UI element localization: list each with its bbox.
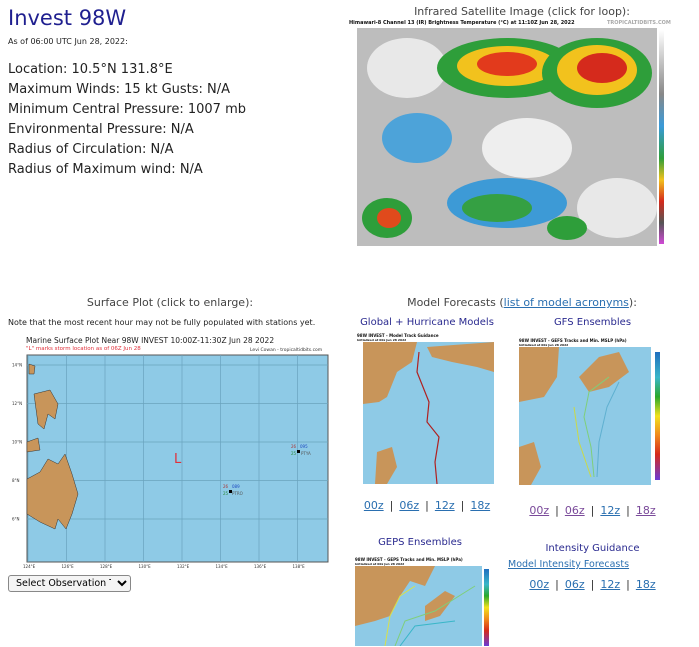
lon-label: 128°E (100, 564, 113, 569)
intensity-run-links: 00z | 06z | 12z | 18z (529, 578, 656, 591)
lon-label: 130°E (139, 564, 152, 569)
global-run-12z[interactable]: 12z (434, 499, 455, 512)
radius-max-wind: Radius of Maximum wind: N/A (8, 162, 203, 177)
svg-text:089: 089 (232, 484, 240, 489)
lat-label: 8°N (12, 478, 20, 483)
lon-label: 134°E (216, 564, 229, 569)
surface-heading: Surface Plot (click to enlarge): (86, 296, 254, 309)
global-run-00z[interactable]: 00z (363, 499, 384, 512)
geps-track-map (355, 566, 489, 646)
intensity-run-18z[interactable]: 18z (635, 578, 656, 591)
as-of-time: As of 06:00 UTC Jun 28, 2022: (8, 37, 128, 46)
station-ptro: 26 089 25 PTRO (223, 484, 243, 496)
geps-ensembles-label: GEPS Ensembles (378, 537, 462, 548)
global-models-image[interactable]: 98W INVEST - Model Track Guidance Initia… (357, 333, 498, 486)
svg-text:26: 26 (291, 444, 297, 449)
geps-ensembles-image[interactable]: 98W INVEST - GEPS Tracks and Min. MSLP (… (355, 557, 490, 647)
global-run-18z[interactable]: 18z (470, 499, 491, 512)
intensity-guidance-label: Intensity Guidance (545, 543, 640, 554)
storm-location-marker: L (174, 452, 182, 467)
lat-label: 14°N (12, 363, 22, 368)
intensity-run-00z[interactable]: 00z (529, 578, 550, 591)
model-intensity-link[interactable]: Model Intensity Forecasts (508, 559, 630, 570)
gfs-run-12z[interactable]: 12z (600, 504, 621, 517)
location: Location: 10.5°N 131.8°E (8, 62, 173, 77)
svg-text:25: 25 (223, 491, 229, 496)
intensity-run-06z[interactable]: 06z (564, 578, 585, 591)
env-pressure: Environmental Pressure: N/A (8, 122, 194, 137)
svg-text:PTRO: PTRO (232, 491, 243, 496)
min-pressure: Minimum Central Pressure: 1007 mb (8, 102, 246, 117)
gfs-run-00z[interactable]: 00z (529, 504, 550, 517)
lon-label: 124°E (23, 564, 36, 569)
model-acronyms-link[interactable]: list of model acronyms (503, 296, 629, 309)
lon-label: 136°E (254, 564, 267, 569)
storm-info: Location: 10.5°N 131.8°E Maximum Winds: … (8, 60, 246, 180)
gfs-track-map (519, 347, 660, 485)
radius-circulation: Radius of Circulation: N/A (8, 142, 174, 157)
surface-image-title: Marine Surface Plot Near 98W INVEST 10:0… (26, 336, 275, 345)
gfs-run-links: 00z | 06z | 12z | 18z (529, 504, 656, 517)
satellite-heading: Infrared Satellite Image (click for loop… (414, 5, 630, 18)
lat-label: 6°N (12, 517, 20, 522)
intensity-run-12z[interactable]: 12z (600, 578, 621, 591)
svg-text:26: 26 (223, 484, 229, 489)
surface-credit: Levi Cowan - tropicaltidbits.com (250, 348, 323, 353)
satellite-image-title: Himawari-8 Channel 13 (IR) Brightness Te… (349, 20, 575, 26)
gfs-run-06z[interactable]: 06z (564, 504, 585, 517)
gfs-ensembles-label: GFS Ensembles (553, 317, 632, 328)
lon-label: 132°E (177, 564, 190, 569)
observation-time-select[interactable]: Select Observation Time... (8, 575, 131, 592)
satellite-credit: TROPICALTIDBITS.COM (607, 20, 671, 26)
gfs-ensembles-image[interactable]: 98W INVEST - GEFS Tracks and Min. MSLP (… (519, 338, 671, 486)
lat-label: 12°N (12, 401, 22, 406)
lat-label: 10°N (12, 440, 22, 445)
satellite-image[interactable]: Himawari-8 Channel 13 (IR) Brightness Te… (343, 20, 673, 250)
global-models-label: Global + Hurricane Models (360, 317, 494, 328)
max-winds: Maximum Winds: 15 kt Gusts: N/A (8, 82, 231, 97)
global-track-map (363, 342, 494, 484)
station-ptya: 26 095 25 PTYA (291, 444, 311, 456)
lon-label: 126°E (62, 564, 75, 569)
storm-title: Invest 98W (8, 6, 127, 30)
satellite-ir-map (357, 28, 664, 246)
gfs-run-18z[interactable]: 18z (635, 504, 656, 517)
surface-note: Note that the most recent hour may not b… (8, 318, 316, 327)
global-run-06z[interactable]: 06z (399, 499, 420, 512)
svg-text:25: 25 (291, 451, 297, 456)
surface-image-subtitle: "L" marks storm location as of 06Z Jun 2… (26, 346, 141, 352)
lon-label: 138°E (293, 564, 306, 569)
model-forecasts-heading: Model Forecasts (list of model acronyms)… (407, 296, 637, 309)
surface-plot-image[interactable]: L 26 095 25 PTYA 26 089 25 PTRO 14°N 12°N… (0, 354, 340, 570)
global-run-links: 00z | 06z | 12z | 18z (363, 499, 491, 512)
svg-text:095: 095 (300, 444, 308, 449)
svg-text:PTYA: PTYA (301, 451, 311, 456)
